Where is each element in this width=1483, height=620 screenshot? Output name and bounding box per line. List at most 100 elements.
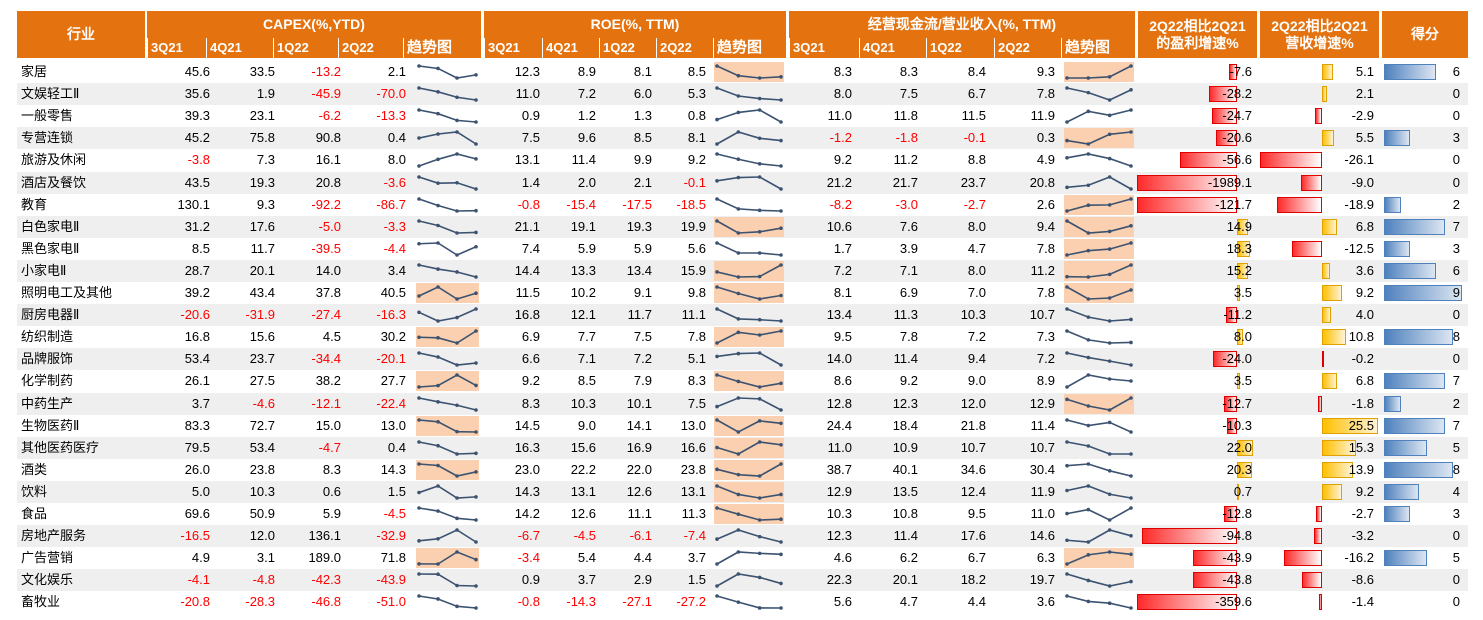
cf-value: 8.0	[967, 218, 986, 234]
roe-value: 9.2	[687, 152, 706, 168]
sparkline-point	[1086, 182, 1091, 187]
sparkline-line	[418, 551, 477, 565]
sparkline-point	[417, 174, 421, 179]
sparkline-point	[417, 385, 421, 390]
revenue-growth-value: -0.2	[1351, 351, 1374, 367]
sparkline-point	[1107, 202, 1112, 207]
roe-value: 7.8	[687, 329, 706, 345]
profit-growth-value: 3.5	[1233, 373, 1252, 389]
capex-value: -22.4	[376, 395, 406, 411]
sparkline-point	[474, 208, 478, 213]
sparkline-point	[715, 196, 719, 201]
cf-sparkline	[1064, 62, 1134, 82]
capex-value: 31.2	[184, 218, 210, 234]
capex-value: -31.9	[245, 307, 275, 323]
sparkline-point	[779, 407, 783, 412]
score-value: 0	[1452, 351, 1460, 367]
sparkline-point	[736, 492, 741, 497]
sparkline-point	[436, 597, 440, 602]
sparkline-highlight	[416, 327, 479, 348]
sparkline-point	[417, 136, 421, 141]
capex-value: -3.8	[187, 152, 210, 168]
sparkline-point	[779, 363, 783, 368]
sparkline-line	[716, 374, 782, 389]
sparkline-point	[1086, 356, 1091, 360]
sparkline-line	[716, 175, 782, 190]
profit-growth-bar	[1237, 262, 1248, 279]
industry-name: 文娱轻工Ⅱ	[21, 86, 80, 102]
sparkline-point	[1086, 553, 1091, 557]
sparkline-highlight	[1064, 238, 1134, 259]
roe-value: 7.2	[633, 351, 652, 367]
sparkline-point	[757, 575, 762, 580]
sparkline-point	[757, 518, 762, 522]
capex-value: 50.9	[249, 506, 275, 521]
capex-value: 38.2	[315, 373, 341, 389]
sparkline-point	[757, 551, 762, 556]
cf-sparkline	[1064, 216, 1134, 237]
cf-value: 7.8	[1036, 285, 1055, 300]
sparkline-point	[715, 142, 719, 147]
cf-value: 7.2	[833, 262, 852, 278]
roe-value: 14.3	[514, 483, 540, 499]
cf-value: 22.3	[826, 572, 852, 588]
roe-value: 15.6	[570, 439, 596, 455]
profit-growth-bar	[1137, 594, 1237, 611]
sparkline-point	[1129, 395, 1133, 400]
capex-value: 0.4	[387, 439, 406, 455]
sparkline-point	[1129, 580, 1133, 584]
cf-value: -3.0	[895, 196, 918, 212]
revenue-growth-value: 9.2	[1355, 285, 1374, 300]
sparkline-point	[779, 581, 783, 586]
sparkline-point	[417, 562, 421, 566]
sparkline-point	[1107, 296, 1112, 300]
sparkline-point	[474, 469, 478, 474]
industry-name: 生物医药Ⅱ	[21, 417, 80, 433]
revenue-growth-value: -16.2	[1344, 550, 1374, 566]
sparkline-point	[736, 275, 741, 279]
capex-value: 83.3	[184, 417, 210, 433]
sparkline-line	[418, 529, 477, 543]
sparkline-point	[474, 407, 478, 412]
sparkline-point	[474, 275, 478, 279]
roe-value: 7.4	[521, 240, 540, 256]
sparkline-point	[1129, 263, 1133, 267]
sparkline-point	[1065, 185, 1069, 189]
cf-value: 10.9	[892, 439, 918, 455]
sparkline-point	[417, 439, 421, 444]
cf-value: 0.3	[1036, 130, 1055, 146]
cf-value: 13.5	[892, 483, 918, 499]
sparkline-point	[417, 64, 421, 68]
score-value: 0	[1452, 572, 1460, 588]
roe-sparkline	[715, 130, 783, 147]
capex-value: -13.2	[311, 64, 341, 79]
score-value: 5	[1452, 550, 1460, 566]
cf-value: 10.3	[826, 506, 852, 521]
sparkline-point	[1107, 341, 1112, 345]
revenue-growth-bar	[1317, 395, 1322, 412]
cf-header-1q22: 1Q22	[926, 38, 994, 58]
capex-value: 15.6	[249, 329, 275, 345]
sparkline-point	[757, 297, 762, 301]
capex-sparkline	[417, 506, 478, 522]
sparkline-point	[715, 270, 719, 274]
profit-growth-value: -24.0	[1222, 351, 1252, 367]
roe-sparkline	[715, 196, 783, 213]
cf-sparkline	[1064, 260, 1134, 281]
roe-value: -6.7	[517, 528, 540, 544]
cf-value: 12.8	[826, 395, 852, 411]
sparkline-line	[1066, 396, 1132, 411]
sparkline-line	[1066, 352, 1132, 367]
roe-value: -6.1	[629, 528, 652, 544]
capex-value: 35.6	[184, 86, 210, 102]
profit-growth-value: -12.7	[1222, 395, 1252, 411]
sparkline-highlight	[714, 216, 784, 237]
capex-value: 23.8	[249, 461, 275, 477]
sparkline-point	[779, 186, 783, 191]
sparkline-line	[716, 485, 782, 499]
sparkline-point	[779, 329, 783, 333]
sparkline-point	[1065, 511, 1069, 516]
roe-sparkline	[714, 504, 784, 524]
sparkline-line	[418, 507, 477, 521]
revenue-growth-bar	[1322, 373, 1337, 390]
